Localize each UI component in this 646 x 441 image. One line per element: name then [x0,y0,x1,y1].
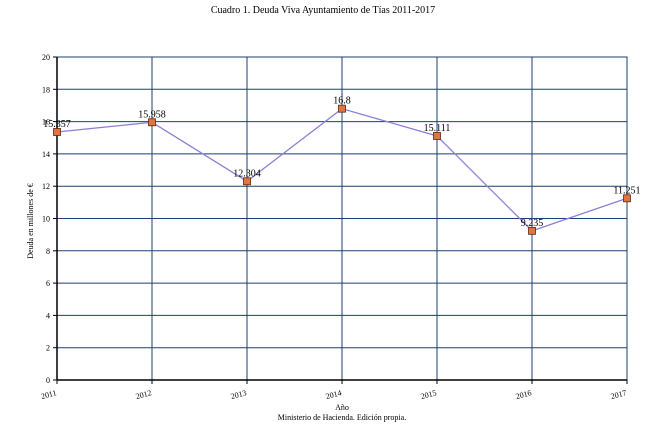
y-tick-label: 0 [46,376,50,385]
x-tick-label: 2017 [610,388,628,401]
data-point [433,132,441,140]
y-tick-label: 6 [46,279,50,288]
y-tick-label: 12 [42,182,50,191]
data-label: 9.235 [521,218,544,229]
x-axis-label: Año [335,403,349,412]
data-point [243,177,251,186]
x-tick-label: 2014 [325,388,343,401]
y-tick-label: 16 [42,118,50,127]
source-note: Ministerio de Hacienda. Edición propia. [278,413,406,422]
data-label: 15.958 [138,109,166,120]
y-axis-label: Deuda en millones de € [26,183,35,259]
data-label: 12.304 [233,168,261,179]
x-tick-label: 2011 [40,388,57,401]
y-tick-label: 8 [46,247,50,256]
data-point [338,104,346,113]
chart-title: Cuadro 1. Deuda Viva Ayuntamiento de Tía… [211,5,435,16]
data-point [528,226,536,235]
data-point [148,118,156,127]
data-label: 11.251 [613,185,640,196]
data-point [53,128,61,136]
x-tick-label: 2012 [135,388,153,401]
y-tick-label: 18 [42,85,50,94]
grid-layer [57,56,627,380]
y-tick-label: 10 [42,215,50,224]
y-tick-label: 14 [42,150,50,159]
data-label: 15.111 [424,123,451,134]
data-point [623,194,631,203]
y-tick-label: 2 [46,344,50,353]
series-layer: 15.357 15.958 12.304 16.8 15.111 9.235 11.251 [43,96,641,235]
y-tick-label: 20 [42,53,50,62]
y-tick-label: 4 [46,311,50,320]
data-label: 15.357 [43,119,71,130]
x-tick-label: 2013 [230,388,248,401]
x-tick-label: 2015 [420,388,438,401]
data-label: 16.8 [333,96,351,107]
axis-layer: 0 2 4 6 8 10 12 14 16 18 20 2011 2012 2013 2014 2015 201… [40,53,627,401]
x-tick-label: 2016 [515,388,533,401]
